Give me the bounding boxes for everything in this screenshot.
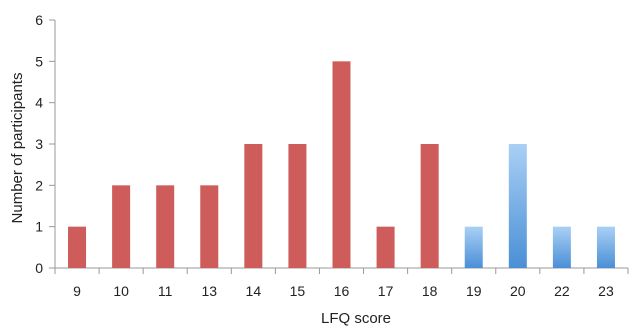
y-tick-label: 5 — [35, 53, 43, 69]
bar-18 — [420, 144, 439, 268]
bar-14 — [244, 144, 263, 268]
y-tick-label: 4 — [35, 95, 43, 111]
x-tick-label: 22 — [554, 283, 570, 299]
bar-22 — [552, 226, 571, 268]
x-tick-label: 18 — [422, 283, 438, 299]
y-tick-label: 6 — [35, 12, 43, 28]
bar-19 — [464, 226, 483, 268]
bar-13 — [200, 185, 219, 268]
x-tick-label: 11 — [158, 283, 173, 299]
bar-17 — [376, 226, 395, 268]
x-tick-label: 14 — [246, 283, 262, 299]
y-axis-label: Number of participants — [9, 73, 26, 224]
bar-15 — [288, 144, 307, 268]
y-tick-label: 0 — [35, 260, 43, 276]
bars — [68, 61, 615, 269]
x-tick-label: 19 — [466, 283, 482, 299]
bar-10 — [112, 185, 131, 268]
x-axis: 9 10 11 13 14 15 16 17 18 19 20 22 23 — [54, 267, 629, 299]
bar-23 — [596, 226, 615, 268]
y-tick-label: 2 — [35, 177, 43, 193]
bar-20 — [508, 144, 527, 268]
y-tick-label: 1 — [35, 219, 43, 235]
y-tick-label: 3 — [35, 136, 43, 152]
x-tick-label: 9 — [73, 283, 81, 299]
x-tick-label: 10 — [113, 283, 129, 299]
y-axis: 0 1 2 3 4 5 6 — [35, 12, 56, 276]
x-tick-label: 20 — [510, 283, 526, 299]
x-axis-label: LFQ score — [321, 310, 391, 326]
bar-16 — [332, 61, 351, 269]
x-tick-label: 17 — [378, 283, 394, 299]
x-tick-label: 23 — [598, 283, 614, 299]
bar-11 — [156, 185, 175, 268]
x-tick-label: 16 — [334, 283, 350, 299]
bar-9 — [68, 226, 87, 268]
x-tick-label: 15 — [290, 283, 306, 299]
x-tick-label: 13 — [201, 283, 217, 299]
